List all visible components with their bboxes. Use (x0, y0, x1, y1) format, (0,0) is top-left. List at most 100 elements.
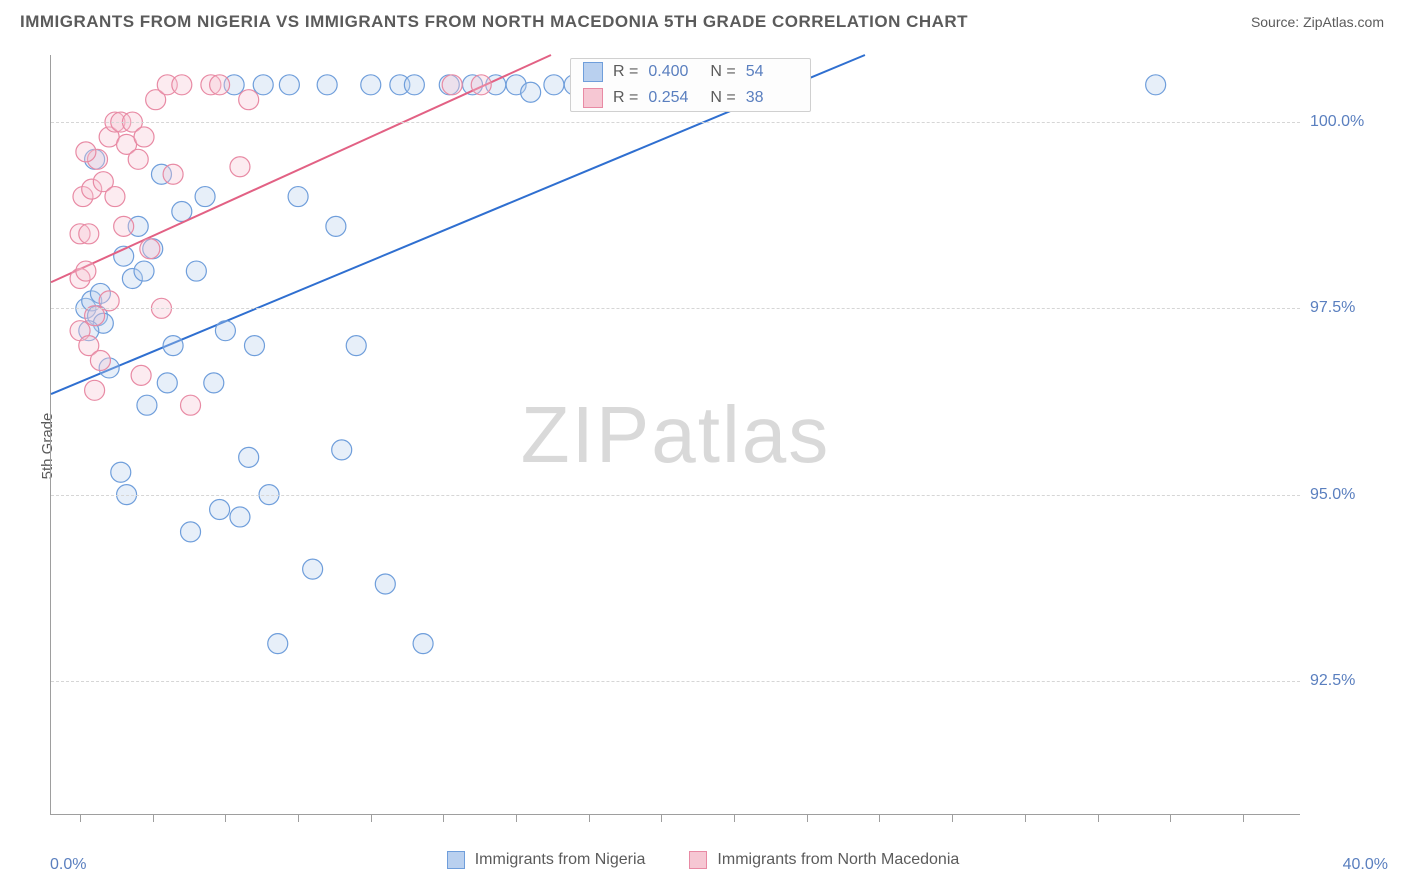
data-point-nigeria (163, 336, 183, 356)
n-label: N = (710, 63, 735, 81)
r-value: 0.400 (648, 63, 700, 81)
x-tick-mark (516, 814, 517, 822)
data-point-nigeria (204, 373, 224, 393)
legend-swatch-macedonia-icon (689, 851, 707, 869)
data-point-nigeria (346, 336, 366, 356)
x-tick-mark (661, 814, 662, 822)
correlation-stats-box: R = 0.400 N = 54 R = 0.254 N = 38 (570, 58, 811, 112)
x-tick-mark (1243, 814, 1244, 822)
r-label: R = (613, 89, 638, 107)
r-label: R = (613, 63, 638, 81)
gridline-h (51, 122, 1300, 123)
data-point-nigeria (375, 574, 395, 594)
data-point-nigeria (186, 261, 206, 281)
legend-item-nigeria: Immigrants from Nigeria (447, 851, 646, 869)
data-point-macedonia (90, 350, 110, 370)
x-tick-mark (153, 814, 154, 822)
data-point-nigeria (111, 462, 131, 482)
legend-item-macedonia: Immigrants from North Macedonia (689, 851, 959, 869)
data-point-nigeria (181, 522, 201, 542)
data-point-macedonia (79, 224, 99, 244)
correlation-chart-container: IMMIGRANTS FROM NIGERIA VS IMMIGRANTS FR… (0, 0, 1406, 892)
gridline-h (51, 681, 1300, 682)
n-value: 54 (746, 63, 798, 81)
x-tick-mark (371, 814, 372, 822)
data-point-macedonia (105, 187, 125, 207)
data-point-macedonia (163, 164, 183, 184)
stats-row-nigeria: R = 0.400 N = 54 (571, 59, 810, 85)
data-point-nigeria (268, 634, 288, 654)
data-point-nigeria (303, 559, 323, 579)
data-point-nigeria (239, 447, 259, 467)
data-point-nigeria (521, 82, 541, 102)
n-value: 38 (746, 89, 798, 107)
data-point-macedonia (239, 90, 259, 110)
data-point-nigeria (404, 75, 424, 95)
data-point-nigeria (137, 395, 157, 415)
plot-area: ZIPatlas 92.5%95.0%97.5%100.0% (50, 55, 1300, 815)
data-point-nigeria (317, 75, 337, 95)
y-tick-label: 92.5% (1310, 672, 1400, 690)
x-tick-mark (1098, 814, 1099, 822)
data-point-macedonia (114, 216, 134, 236)
data-point-nigeria (230, 507, 250, 527)
x-tick-mark (225, 814, 226, 822)
r-value: 0.254 (648, 89, 700, 107)
gridline-h (51, 495, 1300, 496)
data-point-nigeria (215, 321, 235, 341)
x-tick-mark (1025, 814, 1026, 822)
data-point-nigeria (195, 187, 215, 207)
x-tick-mark (807, 814, 808, 822)
legend-swatch-nigeria-icon (447, 851, 465, 869)
data-point-macedonia (210, 75, 230, 95)
data-point-nigeria (544, 75, 564, 95)
data-point-macedonia (471, 75, 491, 95)
x-tick-mark (80, 814, 81, 822)
x-tick-mark (879, 814, 880, 822)
data-point-macedonia (76, 261, 96, 281)
data-point-macedonia (181, 395, 201, 415)
x-tick-mark (298, 814, 299, 822)
data-point-nigeria (157, 373, 177, 393)
data-point-nigeria (244, 336, 264, 356)
data-point-nigeria (361, 75, 381, 95)
x-tick-mark (952, 814, 953, 822)
data-point-macedonia (140, 239, 160, 259)
data-point-nigeria (210, 500, 230, 520)
x-tick-mark (734, 814, 735, 822)
data-point-macedonia (131, 365, 151, 385)
data-point-nigeria (326, 216, 346, 236)
data-point-macedonia (172, 75, 192, 95)
legend-swatch-macedonia-icon (583, 88, 603, 108)
data-point-macedonia (134, 127, 154, 147)
data-point-nigeria (332, 440, 352, 460)
data-point-nigeria (288, 187, 308, 207)
legend-swatch-nigeria-icon (583, 62, 603, 82)
stats-row-macedonia: R = 0.254 N = 38 (571, 85, 810, 111)
gridline-h (51, 308, 1300, 309)
chart-svg (51, 55, 1301, 815)
data-point-nigeria (413, 634, 433, 654)
x-tick-mark (1170, 814, 1171, 822)
data-point-nigeria (1146, 75, 1166, 95)
series-legend: Immigrants from Nigeria Immigrants from N… (0, 851, 1406, 874)
legend-label: Immigrants from Nigeria (475, 851, 646, 869)
n-label: N = (710, 89, 735, 107)
legend-label: Immigrants from North Macedonia (717, 851, 959, 869)
y-tick-label: 100.0% (1310, 113, 1400, 131)
data-point-macedonia (128, 149, 148, 169)
x-tick-mark (443, 814, 444, 822)
data-point-macedonia (85, 380, 105, 400)
data-point-macedonia (230, 157, 250, 177)
data-point-nigeria (279, 75, 299, 95)
chart-title: IMMIGRANTS FROM NIGERIA VS IMMIGRANTS FR… (20, 12, 968, 32)
y-tick-label: 95.0% (1310, 486, 1400, 504)
data-point-macedonia (442, 75, 462, 95)
data-point-macedonia (76, 142, 96, 162)
y-tick-label: 97.5% (1310, 299, 1400, 317)
data-point-nigeria (172, 201, 192, 221)
x-tick-mark (589, 814, 590, 822)
data-point-nigeria (134, 261, 154, 281)
data-point-nigeria (253, 75, 273, 95)
source-attribution: Source: ZipAtlas.com (1251, 14, 1384, 30)
